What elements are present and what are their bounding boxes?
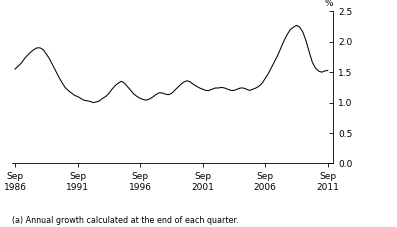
Text: (a) Annual growth calculated at the end of each quarter.: (a) Annual growth calculated at the end … (12, 216, 239, 225)
Text: %: % (325, 0, 333, 8)
